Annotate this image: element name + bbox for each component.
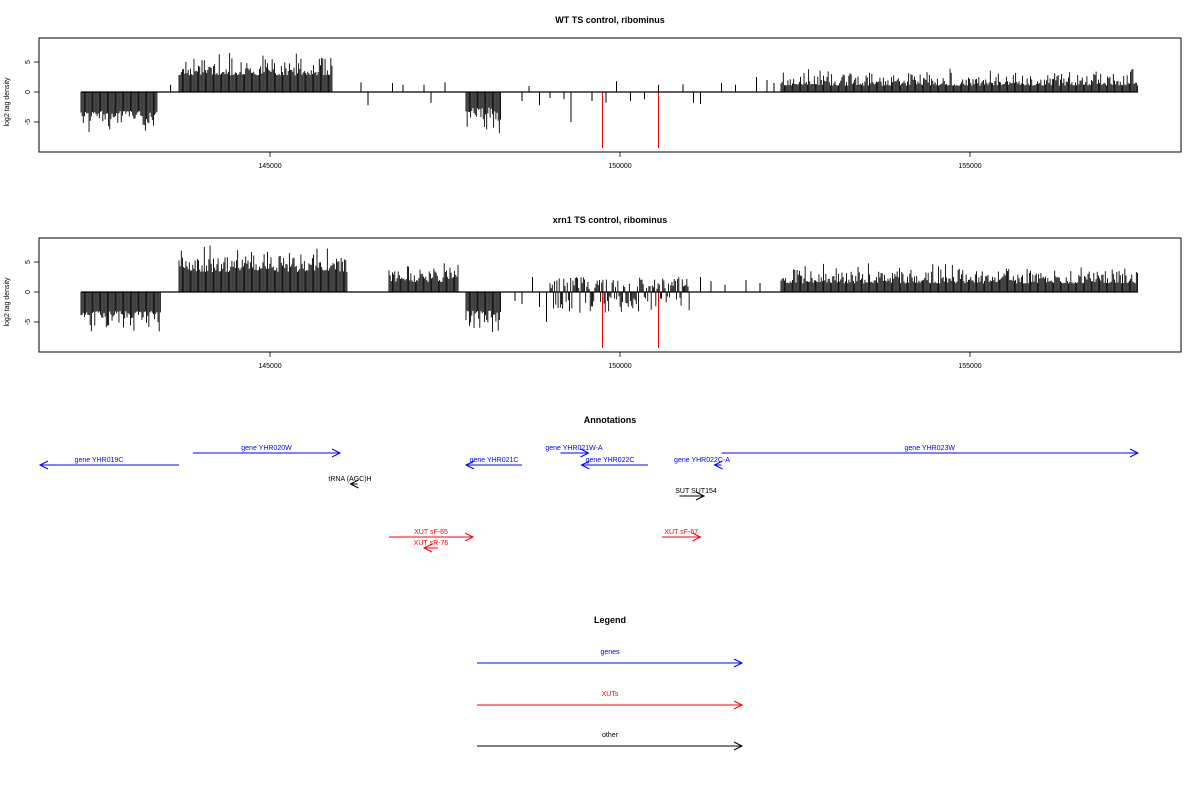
y-tick-label: -5 [25, 319, 32, 325]
annotation-feature: SUT SUT154 [675, 488, 717, 501]
annotation-arrowhead [695, 491, 706, 501]
annotation-feature: XUT sR-76 [414, 540, 449, 553]
signal-segment [549, 277, 690, 313]
annotation-feature: gene YHR021W-A [545, 445, 603, 458]
annotations-panel: Annotations gene YHR019C gene YHR020W tRNA… [38, 415, 1140, 553]
x-tick-label: 145000 [258, 363, 281, 370]
wt-track-marks [80, 53, 1138, 148]
annotation-feature: gene YHR022C [580, 457, 648, 470]
legend-item-gene: genes [477, 649, 744, 668]
signal-segment [80, 92, 158, 132]
annotation-label: XUT sR-76 [414, 540, 449, 547]
wt-track-panel: WT TS control, ribominus 145000 150000 155… [4, 15, 1182, 170]
annotations-title: Annotations [584, 415, 637, 425]
annotation-label: gene YHR021C [470, 457, 519, 464]
xrn1-track-title: xrn1 TS control, ribominus [553, 215, 668, 225]
legend-item-xut: XUTs [477, 691, 744, 710]
x-tick-label: 150000 [608, 163, 631, 170]
xrn1-track-y-label: log2 tag density [4, 277, 11, 327]
annotation-label: gene YHR020W [241, 445, 292, 452]
annotation-label: gene YHR022C [586, 457, 635, 464]
signal-segment [80, 292, 161, 332]
x-tick-label: 145000 [258, 163, 281, 170]
annotation-label: XUT sF-65 [414, 529, 448, 536]
annotation-feature: XUT sF-67 [662, 529, 702, 542]
signal-segment [465, 92, 501, 134]
x-tick-label: 155000 [958, 363, 981, 370]
signal-segment [780, 263, 1138, 292]
legend-label: other [602, 732, 619, 739]
annotation-arrowhead [580, 460, 590, 470]
annotation-arrowhead [464, 460, 475, 470]
signal-segment [465, 292, 501, 332]
legend-label: XUTs [602, 691, 619, 698]
annotation-arrowhead [713, 460, 723, 470]
annotation-feature: XUT sF-65 [389, 529, 475, 542]
annotation-arrowhead [464, 532, 475, 542]
wt-track-x-ticks: 145000 150000 155000 [258, 152, 982, 170]
legend-arrowhead [733, 658, 744, 668]
wt-track-y-label: log2 tag density [4, 77, 11, 127]
legend-panel: Legend genes XUTs other [477, 615, 744, 751]
annotation-features: gene YHR019C gene YHR020W tRNA (AGC)H gene … [38, 445, 1140, 553]
xrn1-track-panel: xrn1 TS control, ribominus 145000 150000 1… [4, 215, 1182, 370]
y-tick-label: 0 [25, 90, 32, 94]
wt-track-title: WT TS control, ribominus [555, 15, 665, 25]
xrn1-track-marks [80, 245, 1138, 348]
wt-track-y-ticks: -5 0 5 [25, 60, 39, 125]
annotation-arrowhead [580, 448, 590, 458]
annotation-label: gene YHR022C-A [674, 457, 730, 464]
legend-item-other: other [477, 732, 744, 751]
annotation-label: gene YHR019C [75, 457, 124, 464]
legend-arrowhead [733, 700, 744, 710]
annotation-feature: gene YHR023W [721, 445, 1140, 458]
annotation-label: gene YHR021W-A [545, 445, 603, 452]
signal-segment [178, 245, 348, 292]
y-tick-label: 5 [25, 260, 32, 264]
annotation-label: gene YHR023W [905, 445, 956, 452]
legend-title: Legend [594, 615, 626, 625]
legend-arrowhead [733, 741, 744, 751]
x-tick-label: 150000 [608, 363, 631, 370]
annotation-arrowhead [1129, 448, 1140, 458]
legend-label: genes [600, 649, 620, 656]
annotation-arrowhead [331, 448, 342, 458]
y-tick-label: 5 [25, 60, 32, 64]
signal-segment [178, 53, 333, 92]
annotation-feature: gene YHR019C [38, 457, 179, 470]
annotation-feature: gene YHR022C-A [674, 457, 730, 470]
signal-segment [780, 68, 1138, 92]
xrn1-track-x-ticks: 145000 150000 155000 [258, 352, 982, 370]
legend-items: genes XUTs other [477, 649, 744, 751]
y-tick-label: 0 [25, 290, 32, 294]
annotation-label: tRNA (AGC)H [328, 476, 371, 483]
annotation-feature: gene YHR020W [193, 445, 342, 458]
y-tick-label: -5 [25, 119, 32, 125]
annotation-arrowhead [692, 532, 702, 542]
annotation-arrowhead [349, 479, 359, 489]
annotation-feature: tRNA (AGC)H [328, 476, 372, 489]
wt-track-plot-frame [38, 37, 1182, 153]
annotation-arrowhead [422, 543, 433, 553]
xrn1-track-y-ticks: -5 0 5 [25, 260, 39, 325]
signal-segment [388, 263, 459, 292]
annotation-arrowhead [38, 460, 49, 470]
x-tick-label: 155000 [958, 163, 981, 170]
annotation-label: XUT sF-67 [664, 529, 698, 536]
annotation-label: SUT SUT154 [675, 488, 717, 495]
annotation-feature: gene YHR021C [464, 457, 522, 470]
